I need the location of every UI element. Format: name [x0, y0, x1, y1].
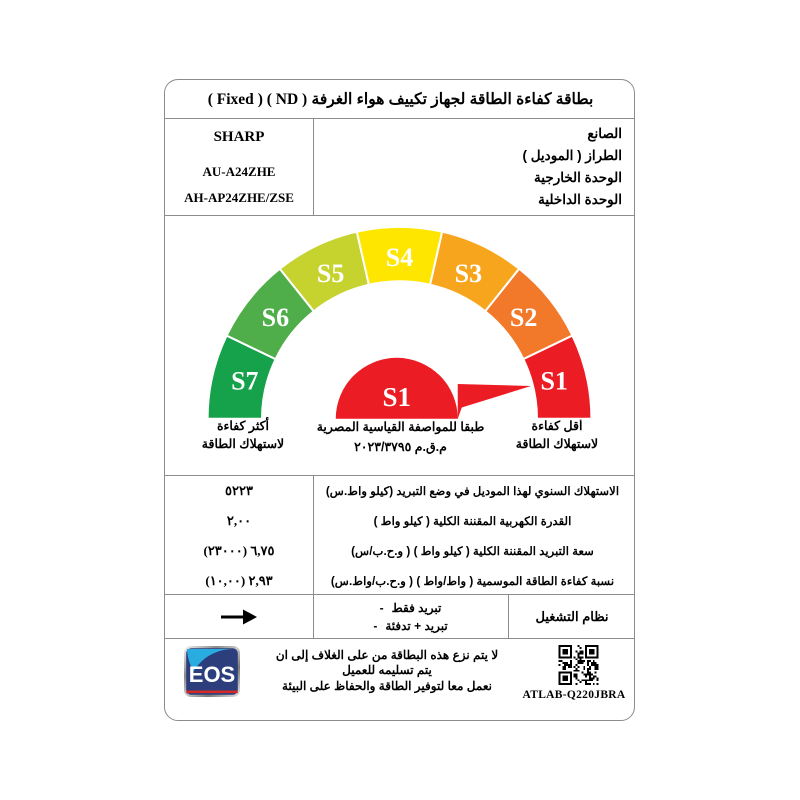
svg-text:S6: S6	[262, 303, 289, 332]
svg-text:S5: S5	[317, 259, 344, 288]
svg-text:S7: S7	[231, 366, 258, 395]
svg-text:S3: S3	[455, 259, 482, 288]
svg-text:S1: S1	[540, 366, 567, 395]
svg-text:S2: S2	[510, 303, 537, 332]
svg-text:S1: S1	[382, 382, 411, 412]
svg-text:S4: S4	[386, 243, 413, 272]
